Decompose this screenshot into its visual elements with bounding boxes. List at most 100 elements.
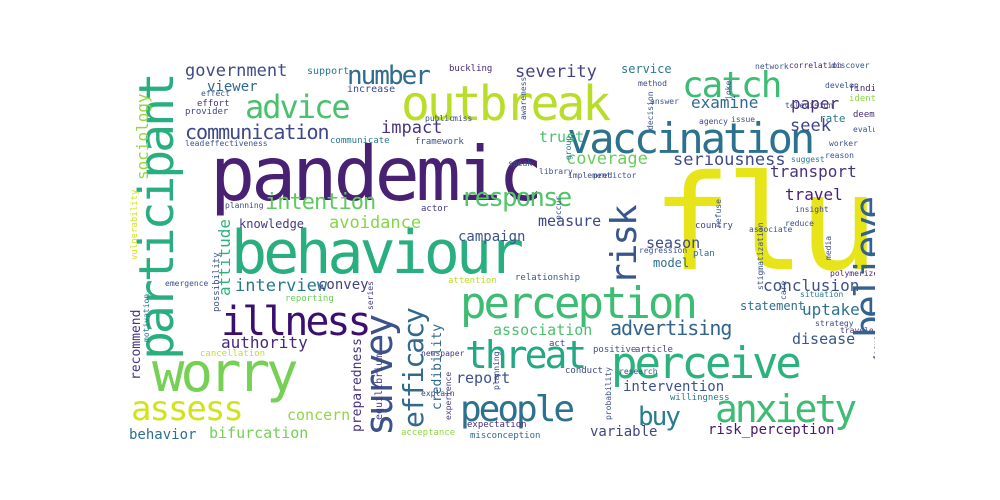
word-examine: examine xyxy=(691,93,759,112)
word-regression: stigmatization xyxy=(756,222,765,290)
word-planning: planning xyxy=(225,201,264,210)
word-number: number xyxy=(347,61,431,91)
word-risk-perception: risk_perception xyxy=(708,422,835,438)
word-severity: severity xyxy=(515,62,597,82)
word-response: response xyxy=(461,183,572,213)
word-seek: seek xyxy=(790,116,831,136)
word-refuse: refuse xyxy=(714,199,723,228)
word-actor: actor xyxy=(421,204,449,214)
word-framework: framework xyxy=(415,137,464,147)
word-experience: probability xyxy=(604,367,613,420)
word-explain: explain xyxy=(421,389,455,398)
word-article: article xyxy=(635,345,673,355)
word-support: support xyxy=(307,66,350,77)
word-statement: statement xyxy=(740,299,806,313)
word-deem: deem xyxy=(853,110,875,120)
word-season: season xyxy=(646,234,701,252)
word-effect: effect xyxy=(201,89,230,98)
word-intervention: intervention xyxy=(623,379,725,395)
word-expectation: expectation xyxy=(467,420,527,430)
word-cloud: flu pandemic behaviour outbreak vaccinat… xyxy=(125,60,875,445)
word-variable: variable xyxy=(590,424,658,440)
word-convey: convey xyxy=(318,277,369,293)
word-cancellation: cancellation xyxy=(200,349,266,359)
word-flu: flu xyxy=(652,147,875,301)
word-stigmatization: motivation xyxy=(142,293,151,342)
word-advertising: advertising xyxy=(610,316,732,340)
word-strategy: strategy xyxy=(815,319,854,328)
word-awareness: occur xyxy=(554,195,563,220)
word-develop: develop xyxy=(825,81,859,90)
word-research: research xyxy=(619,367,658,376)
word-act: act xyxy=(549,339,566,349)
word-perceive: perceive xyxy=(611,338,802,389)
word-joke: public xyxy=(425,114,454,123)
word-miss: issue xyxy=(731,115,756,124)
word-group: library xyxy=(539,167,573,176)
word-authority: authority xyxy=(221,333,308,352)
word-people: people xyxy=(460,389,575,430)
word-finding: finding xyxy=(849,84,875,94)
word-coverage: coverage xyxy=(566,149,648,169)
word-provider: provider xyxy=(185,107,229,117)
word-report: report xyxy=(456,369,511,387)
word-reporting: reporting xyxy=(285,294,334,304)
word-associate: evaluate xyxy=(853,125,875,134)
word-positive: positive xyxy=(593,345,637,355)
word-bifurcation: bifurcation xyxy=(209,424,309,442)
word-buckling: buckling xyxy=(449,64,493,74)
word-service: service xyxy=(621,62,672,76)
word-vaccination: vaccination xyxy=(567,114,815,163)
word-threat: threat xyxy=(465,333,587,377)
word-public: miss xyxy=(453,114,473,123)
word-correlation: correlation xyxy=(789,61,842,70)
word-media: media xyxy=(824,235,833,260)
word-conclusion: conclusion xyxy=(763,276,860,295)
word-buy: buy xyxy=(638,402,681,432)
word-motivation: experience xyxy=(444,371,453,420)
word-communicate: communicate xyxy=(330,136,390,146)
word-knowledge: knowledge xyxy=(239,217,305,231)
word-model: model xyxy=(653,256,690,270)
word-intention: intention xyxy=(265,190,376,215)
word-library: speak xyxy=(508,159,533,168)
word-believe: believe xyxy=(847,198,875,338)
word-focus: focus xyxy=(872,335,875,360)
word-conduct: conduct xyxy=(565,366,603,376)
word-possibility: possibility xyxy=(212,252,222,312)
word-disease: disease xyxy=(792,330,856,348)
word-vulnerability: vulnerability xyxy=(130,189,140,260)
word-implement: implement xyxy=(568,171,612,180)
word-campaign: campaign xyxy=(458,229,526,245)
word-suggest: suggest xyxy=(791,155,825,164)
word-communication: communication xyxy=(185,120,330,144)
word-relationship: relationship xyxy=(515,273,581,283)
word-method: method xyxy=(638,79,667,88)
word-acceptance: acceptance xyxy=(401,428,456,438)
word-worker: care xyxy=(779,280,788,300)
word-assess: assess xyxy=(131,389,244,429)
word-behaviour: behaviour xyxy=(231,218,524,288)
word-situation: situation xyxy=(800,290,844,299)
word-impact: impact xyxy=(381,118,443,138)
word-catch: catch xyxy=(682,65,782,106)
word-risk: risk xyxy=(604,206,645,285)
word-reduce: regression xyxy=(639,246,688,255)
word-interview: interview xyxy=(235,276,328,296)
word-occur: group xyxy=(564,135,573,160)
word-answer: answer xyxy=(650,97,679,106)
word-credibility: credibility xyxy=(430,323,445,410)
word-perception: perception xyxy=(460,278,698,329)
word-transport: transport xyxy=(770,162,857,181)
word-uptake: uptake xyxy=(802,300,860,319)
word-emergence: emergence xyxy=(165,279,209,288)
word-association: association xyxy=(493,321,593,339)
word-series: series xyxy=(366,281,375,310)
word-avoidance: avoidance xyxy=(329,213,422,233)
word-seriousness: seriousness xyxy=(673,150,786,170)
word-efficacy: efficacy xyxy=(397,309,430,428)
word-anxiety: anxiety xyxy=(715,387,857,431)
word-lead: lead xyxy=(185,139,205,148)
word-travel: travel xyxy=(785,185,843,204)
word-willingness: willingness xyxy=(670,393,730,403)
